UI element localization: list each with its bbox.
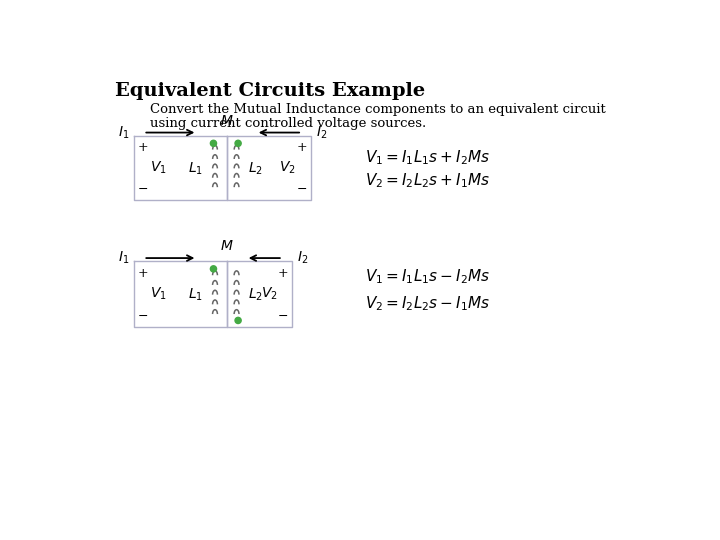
Text: Equivalent Circuits Example: Equivalent Circuits Example xyxy=(115,82,425,100)
Text: Convert the Mutual Inductance components to an equivalent circuit: Convert the Mutual Inductance components… xyxy=(150,103,606,116)
Text: −: − xyxy=(138,310,148,323)
Text: $I_2$: $I_2$ xyxy=(297,250,308,266)
Text: +: + xyxy=(138,141,149,154)
Text: $V_1$: $V_1$ xyxy=(150,159,166,176)
Text: $I_1$: $I_1$ xyxy=(118,250,130,266)
Text: −: − xyxy=(297,183,307,196)
Text: −: − xyxy=(277,310,288,323)
Text: $V_2 = I_2L_2s - I_1Ms$: $V_2 = I_2L_2s - I_1Ms$ xyxy=(365,294,490,313)
Text: +: + xyxy=(138,267,149,280)
Circle shape xyxy=(235,318,241,323)
Text: $I_2$: $I_2$ xyxy=(316,124,327,141)
Text: $V_1 = I_1L_1s - I_2Ms$: $V_1 = I_1L_1s - I_2Ms$ xyxy=(365,267,490,286)
Text: $V_2 = I_2L_2s + I_1Ms$: $V_2 = I_2L_2s + I_1Ms$ xyxy=(365,171,490,190)
Text: +: + xyxy=(297,141,307,154)
Text: $V_1$: $V_1$ xyxy=(150,286,166,302)
Text: $L_1$: $L_1$ xyxy=(189,286,204,303)
Text: $L_2$: $L_2$ xyxy=(248,286,263,303)
Text: $I_1$: $I_1$ xyxy=(118,124,130,141)
Circle shape xyxy=(210,266,217,272)
Text: $M$: $M$ xyxy=(220,114,233,128)
Text: using current controlled voltage sources.: using current controlled voltage sources… xyxy=(150,117,426,130)
Text: $L_1$: $L_1$ xyxy=(189,160,204,177)
Text: $M$: $M$ xyxy=(220,239,233,253)
Text: −: − xyxy=(138,183,148,196)
Circle shape xyxy=(210,140,217,146)
Text: $L_2$: $L_2$ xyxy=(248,160,263,177)
Text: $V_2$: $V_2$ xyxy=(279,159,296,176)
Text: $V_2$: $V_2$ xyxy=(261,286,278,302)
Circle shape xyxy=(235,140,241,146)
Text: +: + xyxy=(277,267,288,280)
Text: $V_1 = I_1L_1s + I_2Ms$: $V_1 = I_1L_1s + I_2Ms$ xyxy=(365,148,490,166)
